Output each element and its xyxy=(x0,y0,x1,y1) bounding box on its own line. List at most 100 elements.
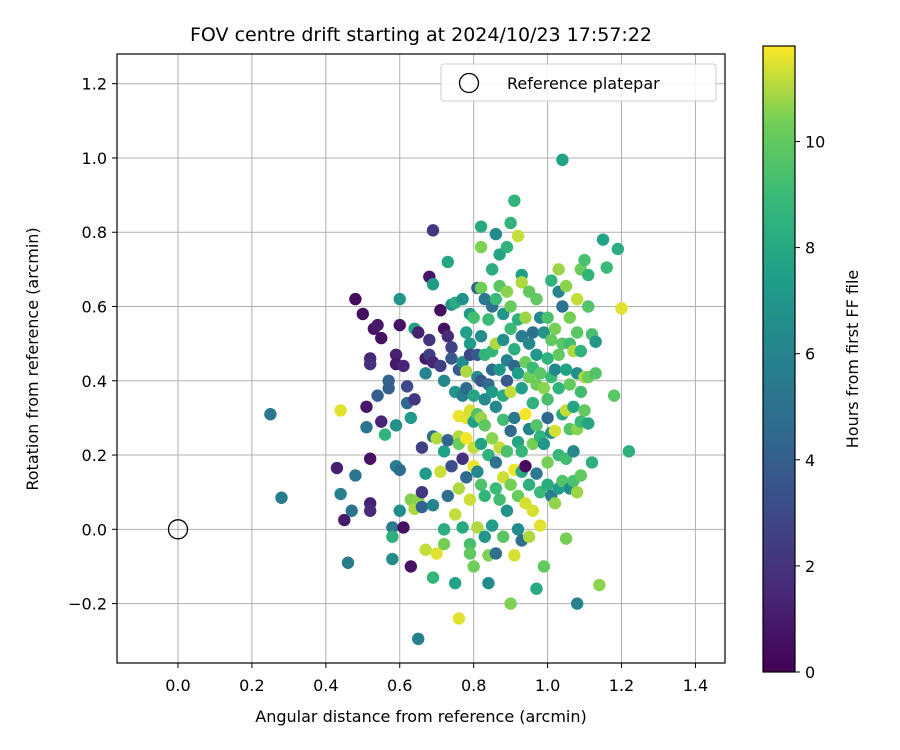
data-point xyxy=(371,318,384,332)
data-point xyxy=(467,389,480,402)
data-point xyxy=(363,452,377,465)
data-point xyxy=(567,400,580,413)
data-point xyxy=(441,489,454,503)
data-point xyxy=(426,571,440,584)
y-tick-label: −0.2 xyxy=(68,595,107,614)
data-point xyxy=(508,411,521,425)
x-tick-label: 1.0 xyxy=(535,676,560,695)
data-point xyxy=(570,485,584,499)
data-point xyxy=(552,348,565,361)
data-point xyxy=(463,547,477,560)
data-point xyxy=(393,292,406,306)
data-point xyxy=(511,229,525,243)
reference-point xyxy=(167,519,189,540)
data-point xyxy=(445,352,458,365)
data-point xyxy=(408,393,421,406)
y-tick-label: 0.6 xyxy=(82,298,107,317)
data-point xyxy=(375,415,388,428)
data-point xyxy=(430,432,443,445)
data-point xyxy=(452,482,466,495)
data-point xyxy=(504,216,517,230)
data-point xyxy=(437,374,451,387)
data-point xyxy=(434,359,447,373)
colorbar-tick-label: 8 xyxy=(805,239,815,258)
legend: Reference platepar xyxy=(440,63,717,102)
data-point xyxy=(593,578,606,592)
colorbar-tick-label: 6 xyxy=(805,345,815,364)
data-point xyxy=(415,500,429,514)
data-point xyxy=(489,456,503,469)
x-tick-label: 0.4 xyxy=(313,676,338,695)
data-point xyxy=(522,530,536,543)
data-point xyxy=(533,519,547,532)
data-point xyxy=(526,504,540,517)
data-point xyxy=(341,556,355,569)
data-point xyxy=(393,318,406,332)
data-point xyxy=(515,445,528,458)
data-point xyxy=(504,300,517,313)
data-point xyxy=(452,612,466,625)
data-point xyxy=(519,408,532,421)
data-point xyxy=(611,242,625,256)
data-point xyxy=(582,268,595,282)
plot-frame xyxy=(116,53,726,664)
data-point xyxy=(493,493,506,506)
data-point xyxy=(474,281,488,295)
colorbar-tick-label: 0 xyxy=(805,663,815,682)
data-point xyxy=(500,504,514,517)
data-point xyxy=(530,419,543,432)
data-point xyxy=(349,469,362,482)
data-point xyxy=(526,326,540,339)
colorbar-tick-label: 2 xyxy=(805,557,815,576)
data-point xyxy=(548,363,562,376)
data-point xyxy=(445,341,458,354)
data-point xyxy=(474,330,488,343)
y-axis-ticks: −0.2 0.0 0.2 0.4 0.6 0.8 1.0 1.2 xyxy=(68,75,117,614)
data-point xyxy=(478,489,491,503)
data-point xyxy=(545,274,558,287)
data-point xyxy=(356,307,369,321)
data-point xyxy=(371,389,384,402)
data-point xyxy=(415,441,429,454)
data-point xyxy=(511,435,525,449)
data-point xyxy=(423,333,436,347)
data-point xyxy=(485,385,499,399)
data-point xyxy=(489,547,503,560)
legend-marker xyxy=(458,72,480,94)
data-point xyxy=(559,532,573,545)
x-tick-label: 0.2 xyxy=(239,676,264,695)
data-point xyxy=(485,432,499,445)
y-tick-label: 0.2 xyxy=(82,446,107,465)
data-point xyxy=(437,445,451,458)
data-point xyxy=(530,348,543,361)
data-point xyxy=(500,240,514,254)
data-point xyxy=(437,523,451,536)
x-tick-label: 0.0 xyxy=(165,676,190,695)
data-point xyxy=(497,413,510,426)
data-points xyxy=(264,153,636,646)
data-point xyxy=(504,424,517,438)
data-point xyxy=(434,465,447,478)
data-point xyxy=(504,322,517,335)
data-point xyxy=(349,292,362,306)
data-point xyxy=(393,463,406,477)
data-point xyxy=(522,337,536,350)
data-point xyxy=(419,367,432,380)
data-point xyxy=(515,276,528,289)
data-point xyxy=(386,530,399,543)
data-point xyxy=(541,478,554,491)
data-point xyxy=(559,279,573,293)
data-point xyxy=(585,456,599,469)
data-point xyxy=(460,365,473,378)
data-point xyxy=(500,374,514,387)
data-point xyxy=(537,437,551,451)
data-point xyxy=(437,537,451,551)
data-point xyxy=(419,543,432,556)
data-point xyxy=(471,465,484,478)
colorbar-tick-label: 4 xyxy=(805,451,815,470)
data-point xyxy=(471,521,484,534)
data-point xyxy=(474,437,488,451)
data-point xyxy=(556,153,569,167)
data-point xyxy=(578,404,591,417)
data-point xyxy=(508,343,521,356)
